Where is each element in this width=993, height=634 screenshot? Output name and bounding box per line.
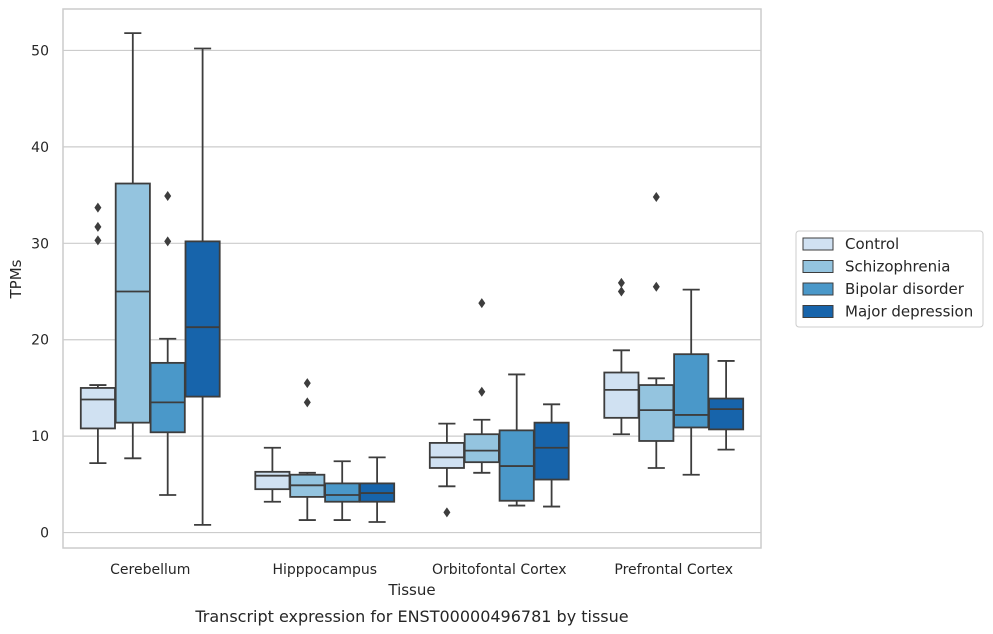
y-axis-label: TPMs: [7, 259, 25, 299]
box-2-3: [673, 288, 710, 476]
box-0-3: [603, 277, 640, 436]
box-0-3-outlier-0: [617, 286, 625, 297]
legend-label-2: Bipolar disorder: [845, 280, 965, 298]
box-3-2: [533, 403, 570, 508]
chart-caption: Transcript expression for ENST0000049678…: [194, 607, 628, 626]
box-0-0-outlier-2: [94, 202, 102, 213]
y-tick-label-40: 40: [31, 140, 49, 156]
box-3-2-iqr-box: [533, 421, 570, 481]
box-3-1: [359, 456, 396, 523]
box-2-0: [149, 191, 186, 496]
legend-swatch-3: [802, 305, 834, 318]
box-1-1-outlier-1: [303, 378, 311, 389]
gridlines: [63, 49, 761, 534]
plot-area: [63, 9, 761, 548]
box-0-0-outlier-1: [94, 221, 102, 232]
box-3-0: [184, 47, 221, 526]
box-3-0-iqr-box: [184, 240, 221, 398]
x-tick-label-orbitofontal-cortex: Orbitofontal Cortex: [432, 562, 567, 578]
box-0-0-iqr-box: [79, 387, 116, 430]
box-1-2-outlier-1: [478, 298, 486, 309]
y-tick-labels: 0 10 20 30 40 50: [31, 43, 49, 541]
box-0-2-iqr-box: [428, 441, 465, 469]
legend-swatch-0: [802, 237, 834, 251]
legend-items: Control Schizophrenia Bipolar disorder Majo…: [802, 235, 973, 321]
box-2-1-iqr-box: [324, 482, 361, 503]
box-series: [79, 32, 745, 526]
box-2-3-iqr-box: [673, 353, 710, 429]
legend-swatch-1: [802, 260, 834, 273]
y-tick-label-0: 0: [40, 526, 49, 542]
x-tick-label-prefrontal-cortex: Prefrontal Cortex: [614, 562, 733, 578]
box-1-3: [638, 192, 675, 469]
box-1-3-outlier-1: [652, 192, 660, 203]
box-0-1-iqr-box: [254, 470, 291, 491]
box-1-1-outlier-0: [303, 397, 311, 408]
y-tick-label-30: 30: [31, 236, 49, 252]
box-1-2: [463, 298, 500, 474]
x-tick-labels: Cerebellum Hipppocampus Orbitofontal Corte…: [110, 562, 733, 578]
x-axis-label: Tissue: [387, 581, 435, 599]
box-3-3-iqr-box: [708, 397, 745, 431]
box-1-0-iqr-box: [114, 182, 151, 424]
legend-label-3: Major depression: [845, 303, 973, 321]
box-0-0: [79, 202, 116, 465]
box-2-0-iqr-box: [149, 361, 186, 434]
legend-label-1: Schizophrenia: [845, 258, 950, 276]
box-1-2-outlier-0: [478, 386, 486, 397]
box-2-0-outlier-1: [164, 191, 172, 202]
plot-frame: [62, 8, 762, 549]
box-1-2-iqr-box: [463, 433, 500, 464]
box-0-3-iqr-box: [603, 371, 640, 419]
box-0-2-outlier-0: [443, 507, 451, 518]
x-tick-label-cerebellum: Cerebellum: [110, 562, 190, 578]
box-1-3-iqr-box: [638, 384, 675, 442]
y-tick-label-10: 10: [31, 429, 49, 445]
legend-label-0: Control: [845, 235, 899, 253]
box-0-0-outlier-0: [94, 235, 102, 246]
y-tick-label-20: 20: [31, 333, 49, 349]
y-tick-label-50: 50: [31, 43, 49, 59]
box-3-3: [708, 360, 745, 451]
box-1-3-outlier-0: [652, 281, 660, 292]
box-1-0: [114, 32, 151, 460]
box-0-3-outlier-1: [617, 277, 625, 288]
box-2-0-outlier-0: [164, 236, 172, 247]
legend-frame: [795, 230, 984, 328]
legend: Control Schizophrenia Bipolar disorder Majo…: [795, 230, 984, 328]
box-1-1: [289, 378, 326, 521]
x-tick-label-hipppocampus: Hipppocampus: [272, 562, 377, 578]
legend-swatch-2: [802, 282, 834, 296]
